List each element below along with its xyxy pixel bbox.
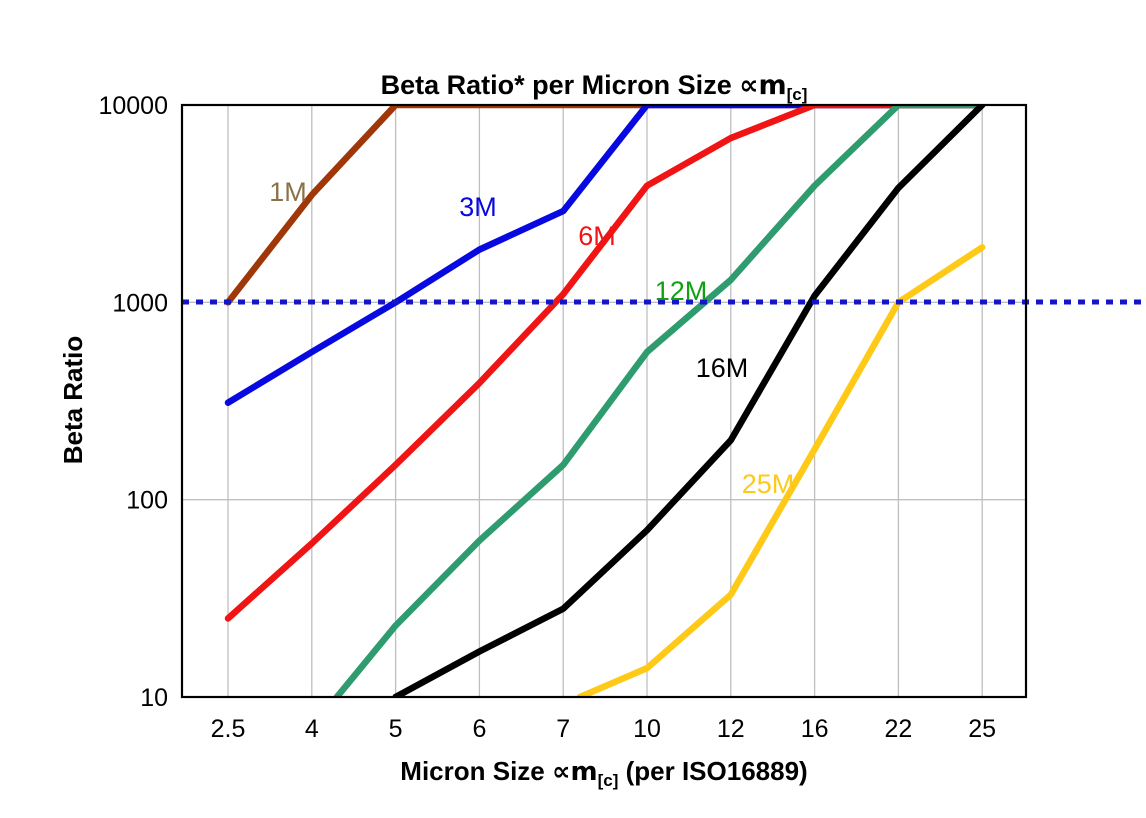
series-line-12M — [333, 105, 986, 697]
y-tick-label: 100 — [126, 487, 168, 515]
series-line-1M — [224, 105, 986, 306]
series-label-12M: 12M — [655, 276, 708, 306]
y-axis-label: Beta Ratio — [58, 336, 88, 465]
x-tick-label: 5 — [389, 715, 403, 743]
plot-frame — [180, 103, 1028, 699]
series-line-16M — [392, 105, 986, 697]
x-axis-label: Micron Size ∝m[c] (per ISO16889) — [400, 756, 807, 790]
x-tick-label: 2.5 — [211, 715, 246, 743]
series-line-6M — [224, 105, 986, 622]
x-tick-label: 22 — [884, 715, 912, 743]
series-label-1M: 1M — [269, 177, 307, 207]
series-label-3M: 3M — [459, 192, 497, 222]
x-tick-label: 25 — [968, 715, 996, 743]
series-label-25M: 25M — [742, 469, 795, 499]
chart-title: Beta Ratio* per Micron Size ∝m[c] — [381, 70, 808, 104]
x-tick-label: 7 — [556, 715, 570, 743]
series-line-25M — [576, 244, 986, 697]
x-tick-label: 10 — [633, 715, 661, 743]
series-lines — [224, 105, 986, 697]
x-tick-label: 6 — [472, 715, 486, 743]
x-tick-label: 12 — [717, 715, 745, 743]
series-line-3M — [224, 105, 986, 406]
series-label-16M: 16M — [696, 353, 749, 383]
x-tick-label: 16 — [801, 715, 829, 743]
series-label-6M: 6M — [578, 221, 616, 251]
plot-border — [180, 103, 1028, 699]
y-tick-label: 10000 — [98, 92, 168, 120]
x-tick-label: 4 — [305, 715, 319, 743]
x-axis-tick-labels: 2.5 4 5 6 7 10 12 16 22 25 — [211, 715, 996, 743]
y-tick-label: 10 — [140, 684, 168, 712]
y-tick-label: 1000 — [112, 289, 168, 317]
series-inline-labels: 1M 3M 6M 12M 16M 25M — [269, 177, 794, 499]
y-axis-tick-labels: 10 100 1000 10000 — [98, 92, 168, 712]
